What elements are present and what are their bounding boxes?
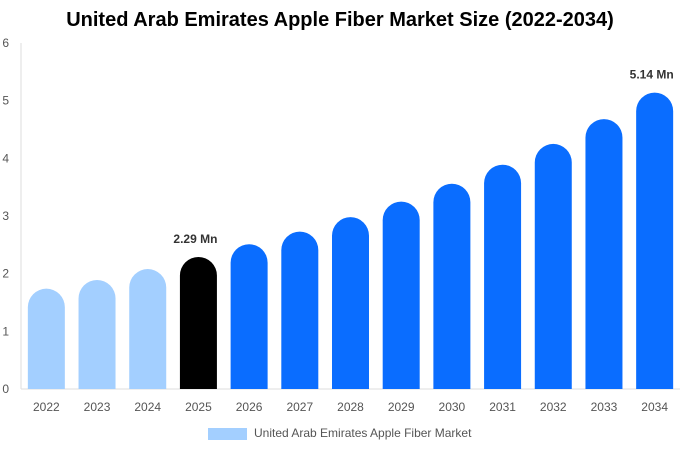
legend-label: United Arab Emirates Apple Fiber Market bbox=[254, 426, 472, 440]
bar-2034 bbox=[636, 92, 674, 390]
x-tick-label: 2030 bbox=[439, 400, 466, 414]
data-label: 5.14 Mn bbox=[630, 68, 674, 82]
bars bbox=[27, 92, 674, 390]
bar-2023 bbox=[78, 280, 116, 389]
legend: United Arab Emirates Apple Fiber Market bbox=[208, 426, 472, 440]
x-tick-label: 2034 bbox=[641, 400, 668, 414]
bar-2024 bbox=[129, 269, 167, 389]
bar-2029 bbox=[382, 201, 420, 389]
y-tick-label: 3 bbox=[2, 209, 9, 223]
bar-2022 bbox=[27, 288, 65, 389]
bar-2030 bbox=[433, 183, 471, 389]
x-tick-label: 2023 bbox=[84, 400, 111, 414]
y-tick-label: 5 bbox=[2, 94, 9, 108]
x-tick-label: 2022 bbox=[33, 400, 60, 414]
x-tick-label: 2027 bbox=[286, 400, 313, 414]
labels: 2022 2023 2024 2025 2026 2027 2028 2029 2030 2031… bbox=[33, 68, 674, 414]
y-tick-label: 0 bbox=[2, 382, 9, 396]
x-tick-label: 2028 bbox=[337, 400, 364, 414]
bar-2026 bbox=[230, 244, 268, 389]
x-tick-label: 2026 bbox=[236, 400, 263, 414]
y-tick-label: 1 bbox=[2, 324, 9, 338]
bar-2032 bbox=[534, 143, 572, 389]
y-tick-label: 4 bbox=[2, 151, 9, 165]
x-tick-label: 2031 bbox=[489, 400, 516, 414]
bar-2033 bbox=[585, 119, 623, 390]
bar-2031 bbox=[484, 164, 522, 389]
legend-swatch bbox=[208, 428, 247, 440]
bar-2025 bbox=[179, 256, 217, 389]
x-tick-label: 2033 bbox=[591, 400, 618, 414]
x-tick-label: 2032 bbox=[540, 400, 567, 414]
x-tick-label: 2025 bbox=[185, 400, 212, 414]
x-tick-label: 2029 bbox=[388, 400, 415, 414]
y-tick-label: 6 bbox=[2, 36, 9, 50]
x-tick-label: 2024 bbox=[134, 400, 161, 414]
bar-2027 bbox=[281, 231, 319, 389]
y-tick-label: 2 bbox=[2, 267, 9, 281]
data-label: 2.29 Mn bbox=[173, 232, 217, 246]
chart-title: United Arab Emirates Apple Fiber Market … bbox=[66, 9, 614, 31]
bar-2028 bbox=[332, 217, 369, 389]
